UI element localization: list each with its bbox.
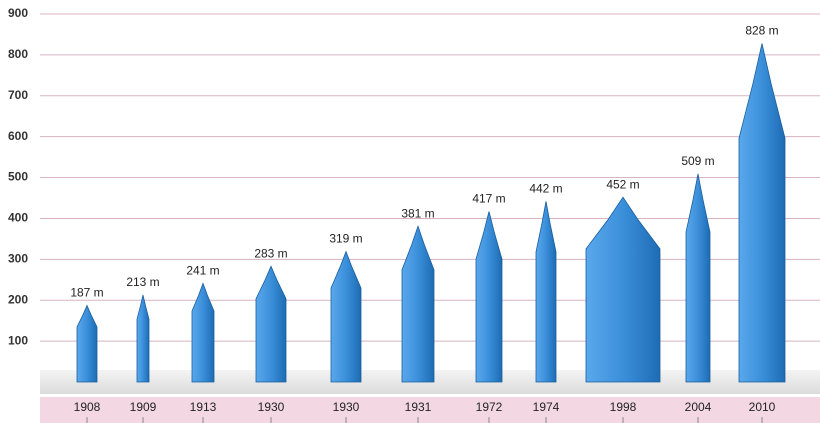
building xyxy=(685,173,711,383)
building xyxy=(401,224,435,383)
y-tick-label: 900 xyxy=(8,6,28,20)
value-label: 187 m xyxy=(70,286,103,300)
building xyxy=(76,304,98,383)
building xyxy=(475,211,503,383)
x-tick-label: 1998 xyxy=(610,400,637,414)
building xyxy=(585,196,661,383)
x-tick-label: 1974 xyxy=(533,400,560,414)
y-tick-label: 200 xyxy=(8,292,28,306)
x-tick-label: 2004 xyxy=(685,400,712,414)
x-tick-label: 2010 xyxy=(749,400,776,414)
building xyxy=(255,265,287,383)
building xyxy=(191,282,215,383)
value-label: 319 m xyxy=(329,232,362,246)
building xyxy=(330,250,362,383)
value-label: 417 m xyxy=(472,192,505,206)
value-label: 509 m xyxy=(681,154,714,168)
y-tick-label: 600 xyxy=(8,129,28,143)
x-tick-label: 1909 xyxy=(130,400,157,414)
y-tick-label: 300 xyxy=(8,252,28,266)
y-tick-label: 100 xyxy=(8,333,28,347)
value-label: 283 m xyxy=(254,246,287,260)
x-tick-label: 1931 xyxy=(405,400,432,414)
value-label: 381 m xyxy=(401,206,434,220)
x-tick-label: 1930 xyxy=(258,400,285,414)
value-label: 828 m xyxy=(745,24,778,38)
x-tick-label: 1930 xyxy=(333,400,360,414)
x-tick-label: 1972 xyxy=(476,400,503,414)
y-tick-label: 700 xyxy=(8,88,28,102)
y-tick-label: 500 xyxy=(8,170,28,184)
value-label: 213 m xyxy=(126,275,159,289)
value-label: 241 m xyxy=(186,264,219,278)
y-tick-label: 400 xyxy=(8,211,28,225)
building xyxy=(136,294,150,383)
value-label: 442 m xyxy=(529,181,562,195)
building xyxy=(738,43,786,383)
year-band xyxy=(40,397,820,423)
building xyxy=(535,201,557,383)
y-tick-label: 800 xyxy=(8,47,28,61)
value-label: 452 m xyxy=(606,177,639,191)
x-tick-label: 1913 xyxy=(190,400,217,414)
x-tick-label: 1908 xyxy=(74,400,101,414)
